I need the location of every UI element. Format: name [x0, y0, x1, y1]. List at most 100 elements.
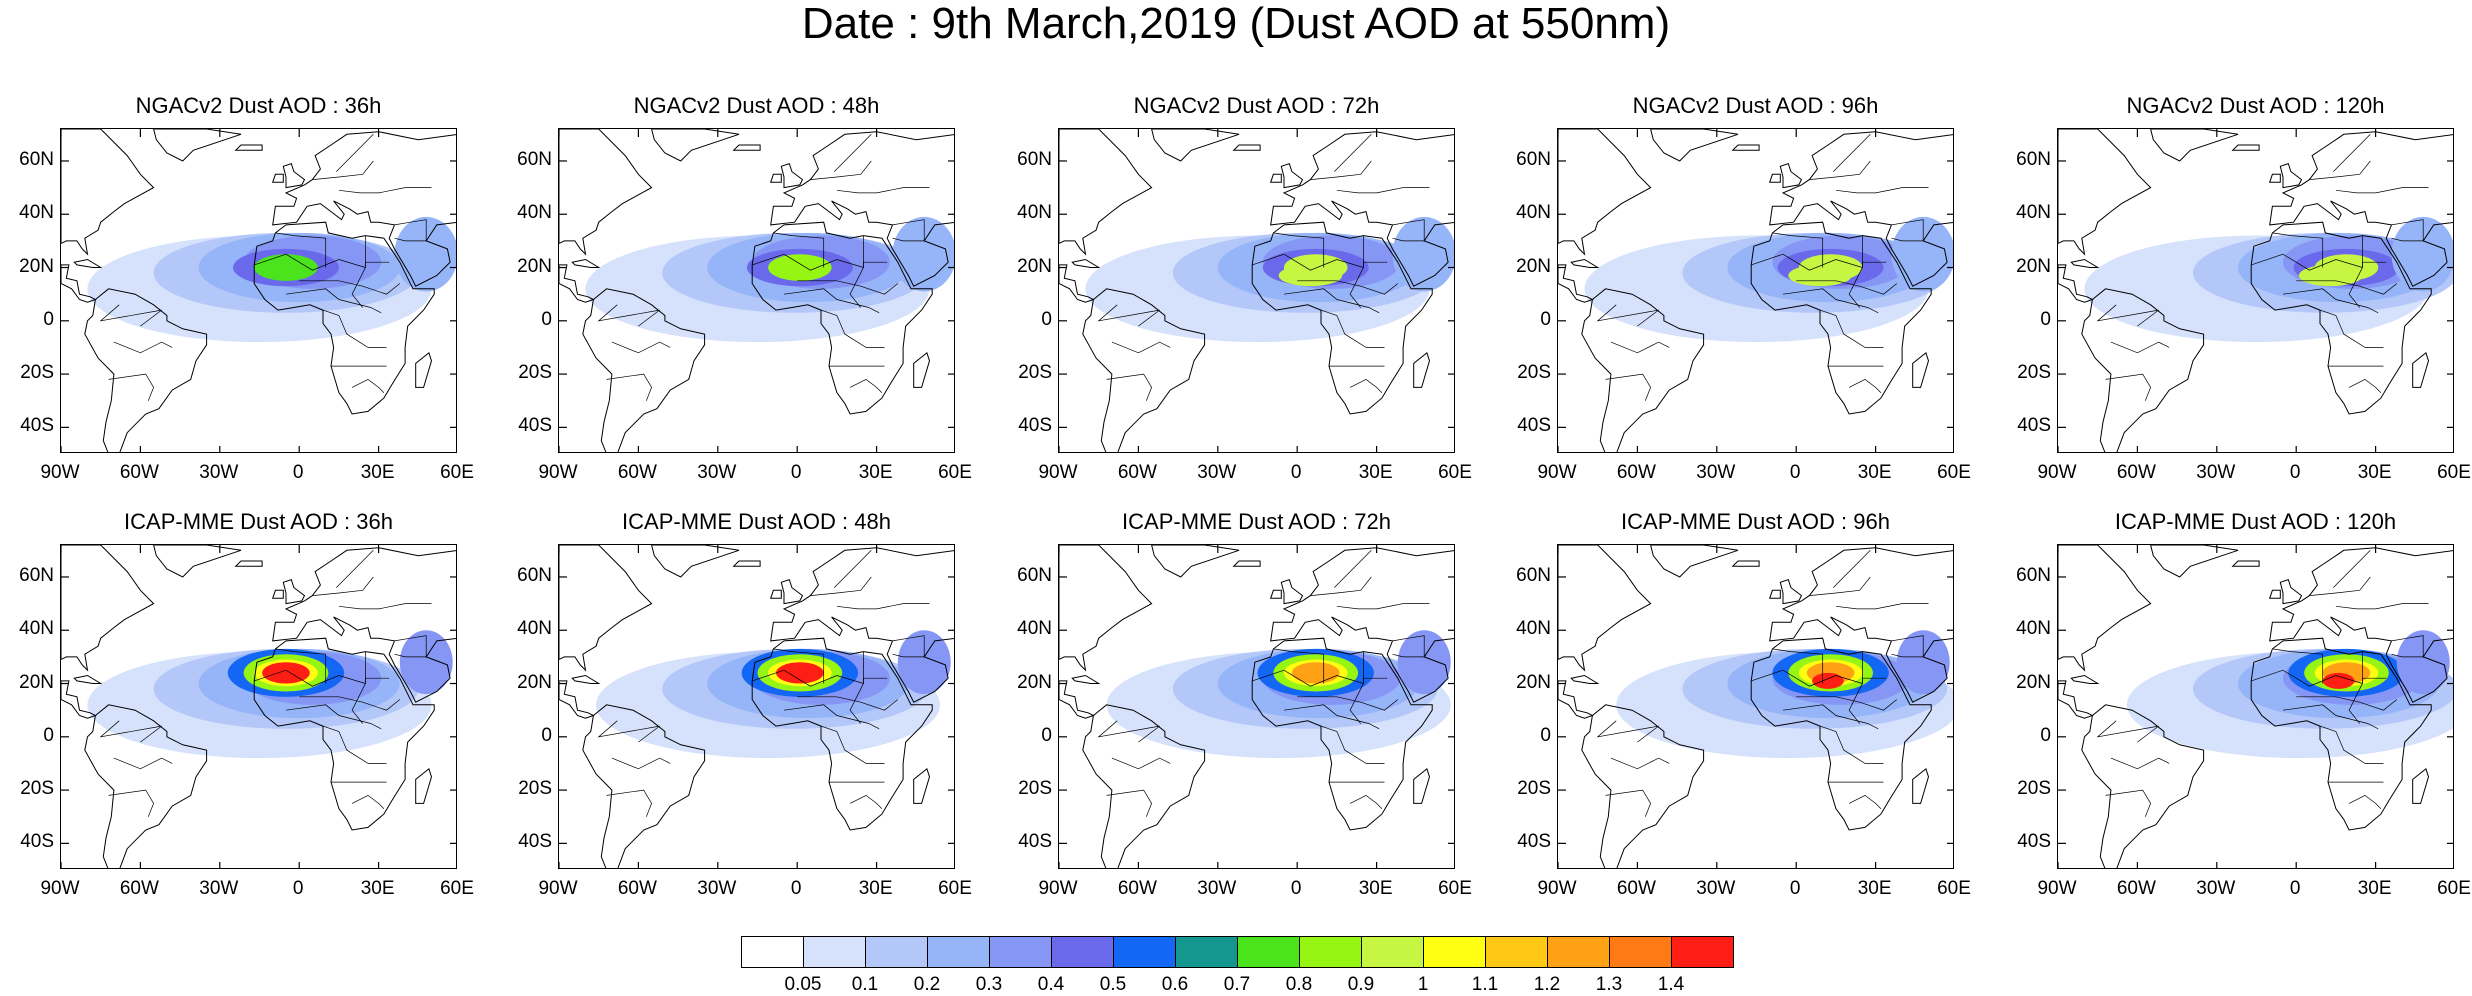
- colorbar-label: 1: [1417, 974, 1429, 995]
- colorbar-label: 0.1: [851, 974, 879, 995]
- coastline: [1558, 680, 1594, 719]
- country-border: [338, 187, 432, 194]
- country-border: [1833, 550, 1871, 588]
- country-border: [2391, 635, 2424, 658]
- lat-tick-label: 40S: [518, 415, 552, 437]
- colorbar-swatch: [1361, 936, 1424, 968]
- colorbar-label: 1.1: [1471, 974, 1499, 995]
- country-border: [1283, 704, 1380, 730]
- lat-tick-label: 60N: [1017, 564, 1052, 586]
- panel-title: NGACv2 Dust AOD : 48h: [633, 93, 880, 118]
- country-border: [108, 789, 154, 817]
- coastline: [2081, 704, 2205, 868]
- country-border: [394, 219, 427, 242]
- lon-tick-label: 30E: [360, 462, 395, 483]
- coastline: [1059, 129, 1153, 256]
- country-border: [351, 235, 366, 308]
- coastline: [1280, 578, 1304, 605]
- dust-contour: [1392, 216, 1454, 292]
- lon-tick-label: 0: [1290, 878, 1302, 899]
- country-border: [2272, 232, 2324, 268]
- coastline: [1731, 560, 1760, 567]
- coastline: [153, 545, 242, 578]
- lat-tick-label: 40S: [1018, 415, 1052, 437]
- coastline: [1558, 129, 1652, 256]
- coastline: [2269, 589, 2281, 599]
- lat-tick-label: 20S: [1517, 362, 1551, 384]
- coastline: [770, 131, 954, 287]
- lon-tick-label: 30W: [2196, 878, 2236, 899]
- country-border: [2105, 373, 2151, 401]
- lon-tick-label: 30E: [2357, 878, 2392, 899]
- coastline: [1270, 589, 1282, 599]
- colorbar-label: 0.5: [1099, 974, 1127, 995]
- coastline: [1270, 131, 1454, 287]
- country-border: [2319, 309, 2384, 348]
- coastline: [571, 258, 601, 268]
- panel-title: ICAP-MME Dust AOD : 120h: [2114, 509, 2397, 534]
- country-border: [1283, 288, 1380, 314]
- colorbar-swatch: [1299, 936, 1362, 968]
- country-border: [1273, 232, 1325, 268]
- coastline: [282, 578, 306, 605]
- coastline: [732, 560, 761, 567]
- lon-tick-label: 60E: [1438, 462, 1472, 483]
- country-border: [2348, 651, 2363, 724]
- coastline: [61, 264, 97, 303]
- lat-tick-label: 0: [541, 724, 552, 746]
- coastline: [84, 288, 208, 452]
- lon-tick-label: 0: [2289, 878, 2301, 899]
- lat-tick-label: 0: [2040, 308, 2051, 330]
- map-canvas: [1059, 545, 1454, 868]
- lon-tick-label: 0: [1789, 462, 1801, 483]
- lat-tick-label: 60N: [1017, 148, 1052, 170]
- country-border: [312, 160, 374, 180]
- lat-tick-label: 40S: [2017, 831, 2051, 853]
- country-border: [1392, 219, 1425, 242]
- lon-tick-label: 30W: [199, 462, 239, 483]
- country-border: [2096, 720, 2159, 743]
- colorbar-swatch: [1423, 936, 1486, 968]
- country-border: [113, 757, 173, 770]
- coastline: [1912, 767, 1930, 804]
- coastline: [272, 131, 456, 287]
- coastline: [1270, 547, 1454, 703]
- dust-contour: [1788, 264, 1852, 287]
- lat-tick-label: 40N: [1516, 202, 1551, 224]
- map-canvas: [559, 129, 954, 452]
- coastline: [2279, 578, 2303, 605]
- lon-tick-label: 0: [1789, 878, 1801, 899]
- lon-tick-label: 90W: [1038, 878, 1078, 899]
- panel-title: NGACv2 Dust AOD : 36h: [135, 93, 382, 118]
- dust-aod-map: [558, 544, 955, 869]
- country-border: [275, 232, 327, 268]
- colorbar-swatch: [865, 936, 928, 968]
- country-border: [1848, 378, 1882, 393]
- lon-tick-label: 60W: [1616, 878, 1656, 899]
- lat-tick-label: 0: [1041, 308, 1052, 330]
- dust-aod-map: [558, 128, 955, 453]
- country-border: [820, 725, 885, 764]
- lat-tick-label: 40N: [2016, 618, 2051, 640]
- lon-tick-label: 30W: [2196, 462, 2236, 483]
- colorbar-label: 0.3: [975, 974, 1003, 995]
- country-border: [1097, 304, 1160, 327]
- country-border: [336, 134, 374, 172]
- country-border: [1610, 757, 1670, 770]
- coastline: [272, 589, 284, 599]
- lon-tick-label: 60W: [1117, 462, 1157, 483]
- coastline: [1270, 173, 1282, 183]
- dust-aod-map: [2057, 544, 2454, 869]
- lat-tick-label: 0: [43, 724, 54, 746]
- lat-tick-label: 0: [1041, 724, 1052, 746]
- coastline: [1558, 264, 1594, 303]
- country-border: [1297, 696, 1399, 711]
- lat-tick-label: 20N: [19, 255, 54, 277]
- country-border: [2272, 648, 2324, 684]
- coastline: [1251, 221, 1433, 415]
- dust-contour: [776, 662, 824, 684]
- coastline: [1071, 674, 1101, 684]
- dust-contour: [1278, 264, 1343, 287]
- coastline: [282, 162, 306, 189]
- country-border: [611, 757, 671, 770]
